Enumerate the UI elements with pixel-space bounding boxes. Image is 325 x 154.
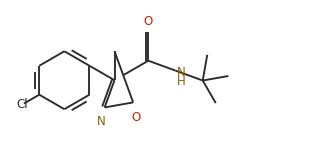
Text: Cl: Cl — [16, 98, 28, 111]
Text: H: H — [177, 75, 186, 88]
Text: O: O — [131, 111, 140, 124]
Text: O: O — [144, 15, 153, 28]
Text: N: N — [177, 66, 186, 79]
Text: N: N — [97, 115, 105, 128]
